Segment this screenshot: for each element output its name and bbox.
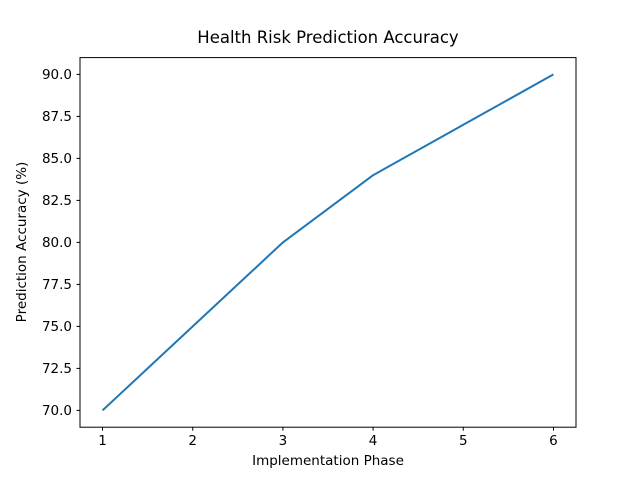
plot-area: 1 2 3 4 5 6 70.0 72.5 75.0 77.5 80.0 82.5 85.0 87.5 90… <box>42 57 577 449</box>
x-tick-label: 4 <box>369 433 378 449</box>
x-tick-label: 3 <box>279 433 288 449</box>
y-tick-label: 90.0 <box>42 67 72 83</box>
chart-title: Health Risk Prediction Accuracy <box>197 28 459 47</box>
y-tick-label: 72.5 <box>42 361 72 377</box>
y-axis-label: Prediction Accuracy (%) <box>14 162 30 323</box>
plot-frame <box>79 57 577 428</box>
y-tick-label: 82.5 <box>42 193 72 209</box>
y-tick-label: 77.5 <box>42 277 72 293</box>
x-axis-label: Implementation Phase <box>252 453 404 469</box>
y-tick-label: 80.0 <box>42 235 72 251</box>
x-tick-label: 5 <box>459 433 468 449</box>
y-tick-label: 70.0 <box>42 403 72 419</box>
x-tick-label: 6 <box>549 433 558 449</box>
y-tick-label: 85.0 <box>42 151 72 167</box>
x-tick-label: 1 <box>98 433 107 449</box>
x-tick-label: 2 <box>188 433 197 449</box>
y-tick-label: 75.0 <box>42 319 72 335</box>
y-tick-label: 87.5 <box>42 109 72 125</box>
data-line <box>101 73 554 412</box>
